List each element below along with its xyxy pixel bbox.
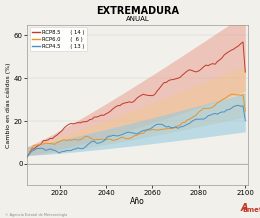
Title: EXTREMADURA: EXTREMADURA — [96, 5, 179, 15]
Text: © Agencia Estatal de Meteorología: © Agencia Estatal de Meteorología — [5, 213, 67, 217]
Text: A: A — [241, 203, 248, 213]
Text: Emet: Emet — [242, 206, 260, 213]
Legend: RCP8.5      ( 14 ), RCP6.0      (  6 ), RCP4.5      ( 13 ): RCP8.5 ( 14 ), RCP6.0 ( 6 ), RCP4.5 ( 13… — [30, 27, 87, 51]
X-axis label: Año: Año — [130, 197, 145, 206]
Text: ANUAL: ANUAL — [125, 16, 149, 22]
Y-axis label: Cambio en días cálidos (%): Cambio en días cálidos (%) — [5, 62, 11, 148]
